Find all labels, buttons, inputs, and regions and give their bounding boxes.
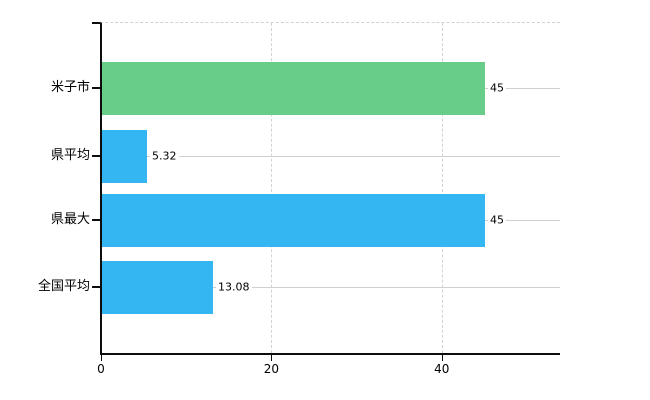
bar-value-label: 45 [488,81,506,95]
bar [102,61,485,115]
x-axis-tick [101,355,102,361]
bar [102,260,213,314]
bar-value-label: 45 [488,213,506,227]
y-axis-tick [92,87,100,89]
x-axis-tick [271,355,273,361]
gridline-vertical [441,23,443,353]
plot-area [100,22,560,355]
gridline-vertical [271,23,273,353]
bar-value-label: 13.08 [216,280,252,294]
y-axis-tick [92,286,100,288]
x-axis-tick-label: 0 [97,362,105,376]
x-axis-tick [441,355,443,361]
category-label: 県平均 [50,148,90,163]
category-gridline [102,156,560,157]
category-label: 米子市 [50,80,90,95]
category-gridline [102,287,560,288]
bar [102,193,485,247]
category-label: 県最大 [50,212,90,227]
y-axis-tick [92,219,100,221]
y-axis-tick [92,155,100,157]
bar-value-label: 5.32 [150,149,179,163]
y-axis-tick [92,22,100,24]
x-axis-tick-label: 20 [263,362,279,376]
x-axis-tick-label: 40 [434,362,450,376]
bar [102,129,147,183]
category-label: 全国平均 [37,279,90,294]
